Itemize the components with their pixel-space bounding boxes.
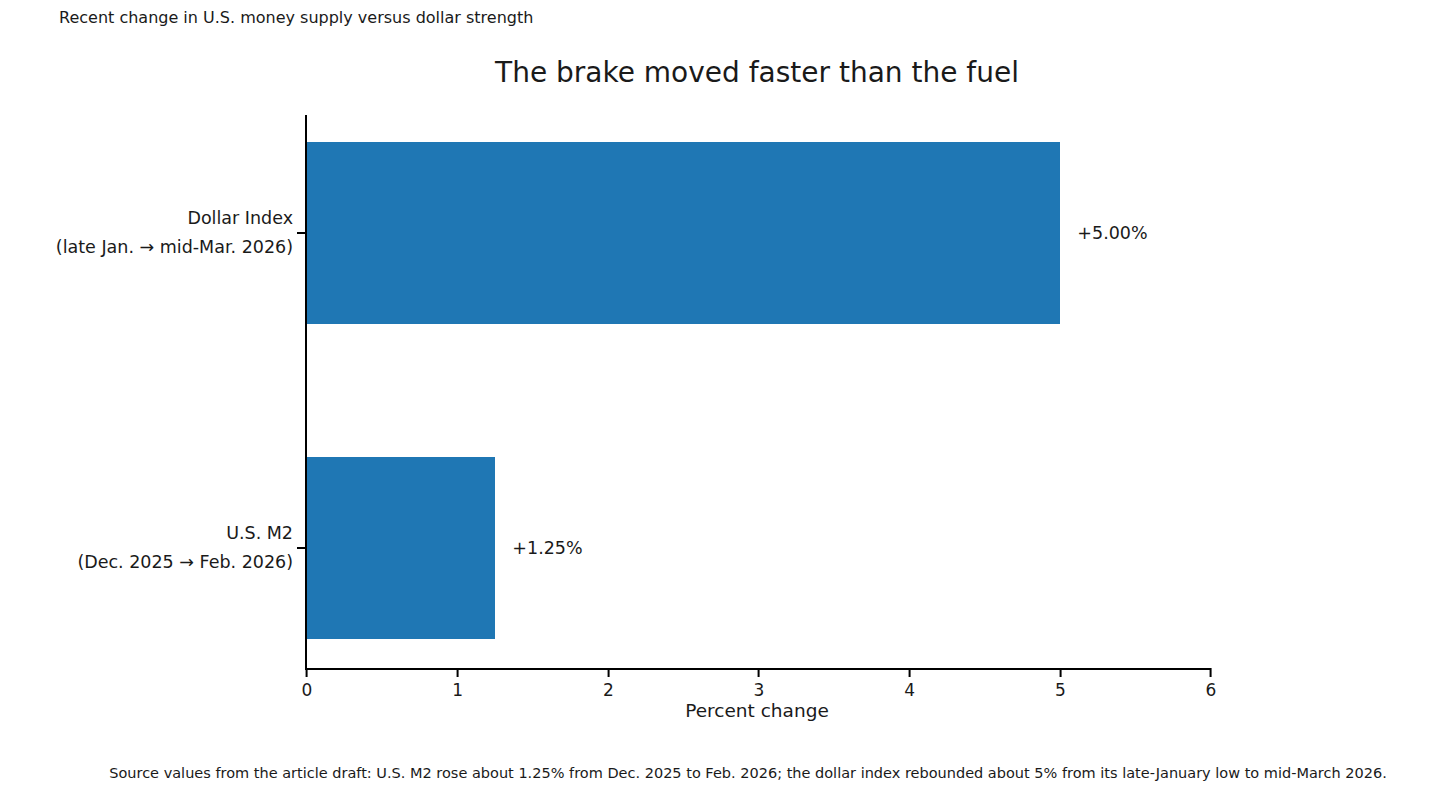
x-tick-label: 3 bbox=[754, 680, 765, 700]
x-tickmark bbox=[909, 668, 911, 677]
bar-value-label-dollar-index: +5.00% bbox=[1077, 223, 1147, 243]
x-tickmark bbox=[607, 668, 609, 677]
x-tick-4: 4 bbox=[904, 668, 915, 700]
x-tick-2: 2 bbox=[603, 668, 614, 700]
x-tick-6: 6 bbox=[1206, 668, 1217, 700]
y-tickmark-us-m2 bbox=[297, 547, 305, 549]
bar-row-us-m2: +1.25% bbox=[307, 457, 1211, 639]
x-tick-5: 5 bbox=[1055, 668, 1066, 700]
x-tick-label: 4 bbox=[904, 680, 915, 700]
y-tickmark-dollar-index bbox=[297, 232, 305, 234]
figure-note: Recent change in U.S. money supply versu… bbox=[59, 8, 533, 27]
x-tick-label: 0 bbox=[302, 680, 313, 700]
y-tick-label-line: (late Jan. → mid-Mar. 2026) bbox=[56, 233, 293, 262]
x-tickmark bbox=[1210, 668, 1212, 677]
bar-value-label-us-m2: +1.25% bbox=[512, 538, 582, 558]
x-tickmark bbox=[306, 668, 308, 677]
x-tick-label: 2 bbox=[603, 680, 614, 700]
x-tick-0: 0 bbox=[302, 668, 313, 700]
y-tick-label-line: Dollar Index bbox=[56, 204, 293, 233]
x-tickmark bbox=[457, 668, 459, 677]
source-note: Source values from the article draft: U.… bbox=[48, 765, 1448, 781]
x-tick-1: 1 bbox=[452, 668, 463, 700]
x-tickmark bbox=[758, 668, 760, 677]
x-tick-label: 5 bbox=[1055, 680, 1066, 700]
y-tick-label-line: (Dec. 2025 → Feb. 2026) bbox=[77, 548, 293, 577]
x-axis-title: Percent change bbox=[305, 700, 1209, 721]
y-tick-label-line: U.S. M2 bbox=[77, 519, 293, 548]
plot-area: +5.00% +1.25% 0123456 bbox=[305, 115, 1211, 670]
chart-title: The brake moved faster than the fuel bbox=[305, 56, 1209, 89]
figure: Recent change in U.S. money supply versu… bbox=[0, 0, 1448, 794]
x-tick-label: 1 bbox=[452, 680, 463, 700]
x-tickmark bbox=[1059, 668, 1061, 677]
y-tick-label-us-m2: U.S. M2 (Dec. 2025 → Feb. 2026) bbox=[77, 519, 293, 577]
y-tick-label-dollar-index: Dollar Index (late Jan. → mid-Mar. 2026) bbox=[56, 204, 293, 262]
bar-us-m2 bbox=[307, 457, 495, 639]
bar-row-dollar-index: +5.00% bbox=[307, 142, 1211, 324]
x-tick-3: 3 bbox=[754, 668, 765, 700]
bar-dollar-index bbox=[307, 142, 1060, 324]
x-tick-label: 6 bbox=[1206, 680, 1217, 700]
